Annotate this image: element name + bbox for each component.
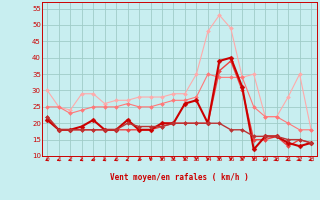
X-axis label: Vent moyen/en rafales ( km/h ): Vent moyen/en rafales ( km/h ) <box>110 173 249 182</box>
